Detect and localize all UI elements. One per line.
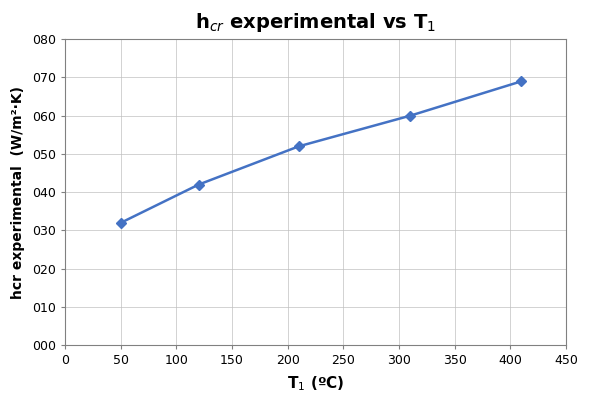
Title: h$_{cr}$ experimental vs T$_1$: h$_{cr}$ experimental vs T$_1$ (195, 11, 436, 34)
X-axis label: T$_1$ (ºC): T$_1$ (ºC) (287, 374, 344, 393)
Y-axis label: hcr experimental  (W/m²·K): hcr experimental (W/m²·K) (11, 86, 25, 299)
